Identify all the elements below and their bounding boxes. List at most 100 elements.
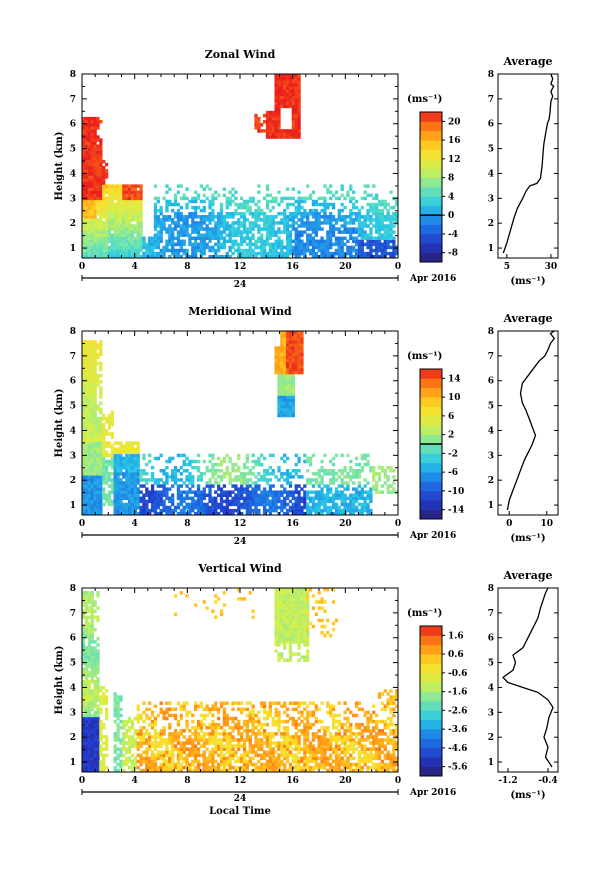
heatmap-cell [217,221,221,225]
heatmap-cell [145,508,149,513]
heatmap-cell [262,113,267,118]
heatmap-cell [82,159,86,164]
heatmap-cell [191,505,195,510]
heatmap-cell [90,236,94,240]
heatmap-cell [87,683,92,687]
heatmap-cell [283,389,287,393]
heatmap-cell [165,215,169,219]
heatmap-cell [99,236,103,240]
colorbar-tick-label: 4 [448,192,454,202]
heatmap-cell [93,184,97,188]
heatmap-cell [96,487,100,491]
heatmap-cell [96,475,100,479]
heatmap-cell [331,224,336,228]
heatmap-cell [217,481,221,485]
heatmap-cell [306,242,310,247]
heatmap-cell [133,716,137,721]
heatmap-cell [84,441,89,445]
heatmap-cell [119,233,123,237]
heatmap-cell [300,370,304,375]
heatmap-cell [254,212,258,216]
heatmap-cell [87,429,92,433]
heatmap-cell [87,233,92,237]
heatmap-cell [176,251,181,256]
heatmap-cell [323,184,327,188]
heatmap-cell [171,242,175,247]
heatmap-cell [165,230,169,234]
heatmap-cell [159,750,163,754]
heatmap-cell [156,753,160,758]
heatmap-cell [196,490,201,494]
heatmap-cell [268,472,272,476]
heatmap-cell [122,190,126,194]
colorbar-segment [420,233,442,244]
x-tick-label: 20 [339,519,352,529]
heatmap-cell [372,254,376,259]
heatmap-cell [294,80,298,84]
heatmap-cell [240,493,244,497]
heatmap-cell [122,215,126,219]
heatmap-cell [82,472,86,476]
heatmap-cell [257,496,261,501]
heatmap-cell [107,462,112,467]
heatmap-cell [320,469,324,473]
heatmap-cell [352,190,356,194]
heatmap-cell [179,184,183,188]
heatmap-cell [363,508,367,513]
heatmap-cell [254,215,258,219]
heatmap-cell [150,245,155,250]
heatmap-cell [274,239,278,244]
heatmap-cell [87,361,92,366]
heatmap-cell [326,469,330,473]
heatmap-cell [119,759,123,764]
heatmap-cell [145,487,149,491]
heatmap-cell [127,747,132,751]
heatmap-cell [196,484,201,488]
heatmap-cell [159,732,163,736]
heatmap-cell [280,199,284,204]
heatmap-cell [323,499,327,504]
heatmap-cell [110,221,114,225]
heatmap-cell [214,472,218,476]
heatmap-cell [228,248,232,253]
heatmap-cell [99,172,103,176]
heatmap-cell [288,343,293,347]
heatmap-cell [265,113,270,118]
heatmap-cell [294,334,298,338]
y-tick-label: 2 [70,219,76,229]
heatmap-cell [84,484,89,488]
heatmap-cell [274,92,278,96]
heatmap-cell [334,502,339,507]
heatmap-cell [171,493,175,497]
heatmap-cell [392,251,396,256]
heatmap-cell [119,511,123,516]
heatmap-cell [222,254,227,259]
heatmap-cell [277,83,281,87]
heatmap-cell [90,141,94,145]
heatmap-cell [352,239,356,244]
heatmap-cell [369,233,373,237]
heatmap-cell [188,224,192,228]
heatmap-cell [375,212,379,216]
heatmap-cell [354,251,359,256]
heatmap-cell [326,493,330,497]
heatmap-cell [153,729,158,733]
heatmap-cell [185,493,189,497]
heatmap-cell [82,340,86,344]
heatmap-cell [110,453,114,458]
heatmap-cell [194,502,198,507]
heatmap-cell [303,484,307,488]
heatmap-cell [360,469,364,473]
heatmap-cell [311,251,316,256]
heatmap-cell [228,230,232,234]
heatmap-cell [84,116,89,121]
heatmap-cell [185,215,189,219]
heatmap-cell [93,450,97,455]
heatmap-cell [168,508,172,513]
heatmap-cell [343,218,347,222]
heatmap-cell [323,469,327,473]
heatmap-cell [294,343,298,347]
heatmap-cell [82,218,86,222]
heatmap-cell [87,212,92,216]
heatmap-cell [84,747,89,751]
